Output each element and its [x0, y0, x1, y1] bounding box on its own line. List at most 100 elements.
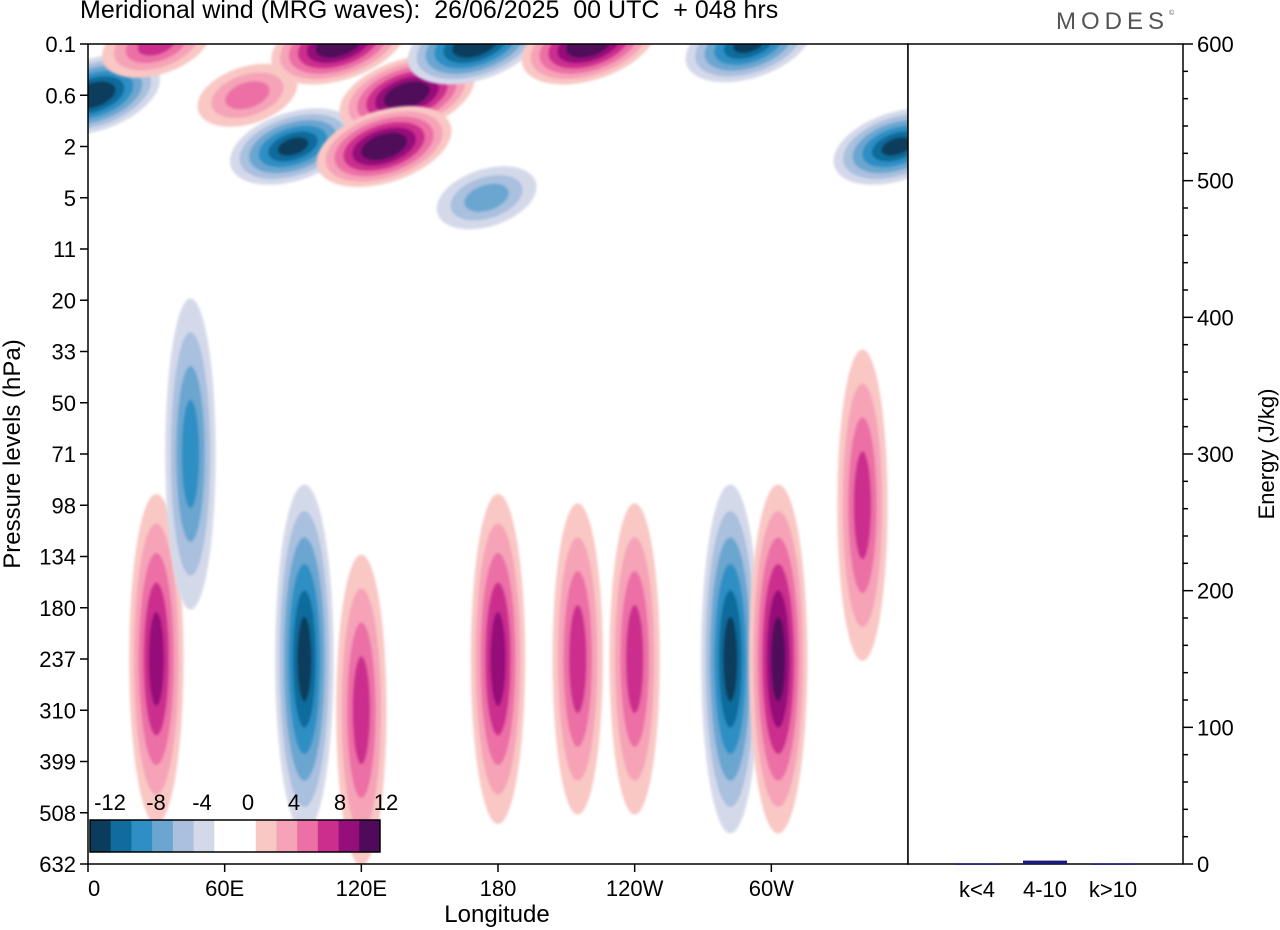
heatmap-contour: [574, 44, 604, 53]
y-tick-label: 134: [39, 545, 76, 570]
heatmap-contour: [625, 604, 644, 714]
energy-bar: [955, 863, 999, 865]
heatmap-feature: [316, 106, 452, 187]
heatmap-feature: [336, 554, 387, 864]
colorbar-label: 4: [288, 790, 300, 815]
y-tick-label: 50: [52, 391, 76, 416]
colorbar-swatch: [152, 820, 174, 852]
energy-category-label: k>10: [1089, 877, 1137, 902]
heatmap-contour: [137, 44, 176, 56]
heatmap-feature: [521, 44, 657, 85]
heatmap-feature: [685, 44, 812, 83]
y-tick-label: 33: [52, 340, 76, 365]
colorbar-swatch: [255, 820, 277, 852]
y-tick-label: 237: [39, 647, 76, 672]
x-axis-label: Longitude: [444, 901, 549, 928]
heatmap-contour: [324, 44, 353, 53]
x-tick-label: 120E: [336, 876, 387, 901]
energy-category-label: k<4: [959, 877, 995, 902]
heatmap-feature: [701, 484, 760, 834]
heatmap-feature: [748, 484, 808, 834]
heatmap-contour: [461, 44, 490, 53]
heatmap-feature: [197, 63, 298, 127]
energy-axis: 0 100 200 300 400 500 600: [1183, 32, 1234, 877]
colorbar-swatch: [172, 820, 195, 852]
heatmap-feature: [129, 493, 184, 825]
y-tick-label: 71: [52, 442, 76, 467]
energy-tick-label: 100: [1197, 715, 1234, 740]
colorbar-swatch: [90, 820, 112, 852]
y-tick-label: 508: [39, 801, 76, 826]
energy-bars: k<4 4-10 k>10: [955, 860, 1137, 902]
heatmap-feature: [552, 503, 603, 815]
heatmap-feature: [470, 493, 526, 825]
energy-panel-frame: [907, 43, 1184, 865]
x-tick-label: 60W: [749, 876, 794, 901]
y-tick-label: 399: [39, 750, 76, 775]
y-tick-label: 632: [39, 852, 76, 877]
colorbar-swatch: [297, 820, 319, 852]
colorbar-label: -12: [94, 790, 126, 815]
x-tick-label: 60E: [205, 876, 244, 901]
energy-tick-label: 600: [1197, 32, 1234, 57]
heatmap-contour: [277, 137, 309, 156]
colorbar: -12 -8 -4 0 4 8 12: [89, 790, 398, 853]
colorbar-swatch: [131, 820, 153, 852]
colorbar-swatch: [193, 820, 215, 852]
heatmap-contour: [88, 86, 107, 104]
heatmap-contour: [723, 616, 738, 702]
colorbar-label: 8: [334, 790, 346, 815]
heatmap-feature: [275, 484, 334, 834]
energy-bar: [1023, 860, 1067, 864]
y-tick-label: 180: [39, 596, 76, 621]
y-tick-label: 20: [52, 288, 76, 313]
colorbar-frame: [89, 819, 381, 853]
heatmap-contour: [490, 611, 506, 707]
x-tick-label: 0: [88, 876, 100, 901]
heatmap-field: [88, 44, 908, 864]
colorbar-swatch: [276, 820, 298, 852]
colorbar-swatch: [110, 820, 132, 852]
energy-tick-label: 200: [1197, 579, 1234, 604]
y-tick-label: 98: [52, 493, 76, 518]
y-tick-label: 5: [64, 186, 76, 211]
colorbar-swatch: [317, 820, 340, 852]
heatmap-contour: [148, 611, 165, 707]
colorbar-label: 12: [374, 790, 398, 815]
colorbar-swatch: [235, 820, 257, 852]
heatmap-contour: [352, 656, 371, 765]
heatmap-contour: [225, 81, 270, 110]
y-tick-label: 310: [39, 698, 76, 723]
y-axis-label: Pressure levels (hPa): [0, 339, 26, 568]
heatmap-contour: [881, 137, 908, 156]
energy-bar: [1091, 863, 1135, 865]
heatmap-contour: [369, 137, 399, 156]
heatmap-contour: [181, 399, 200, 509]
energy-category-label: 4-10: [1023, 877, 1067, 902]
y-tick-label: 0.6: [45, 83, 76, 108]
heatmap-feature: [833, 108, 908, 185]
energy-tick-label: 500: [1197, 169, 1234, 194]
colorbar-label: 0: [242, 790, 254, 815]
heatmap-feature: [165, 298, 216, 610]
energy-tick-label: 400: [1197, 305, 1234, 330]
colorbar-label: -4: [192, 790, 212, 815]
heatmap-contour: [464, 183, 509, 212]
y-tick-label: 2: [64, 135, 76, 160]
heatmap-axes: 0.1 0.6 2 5 11 20 33 50 71 98 134 180 237 310 399 508 63…: [39, 32, 794, 901]
x-tick-label: 120W: [606, 876, 664, 901]
heatmap-contour: [297, 616, 312, 702]
x-tick-label: 180: [480, 876, 517, 901]
heatmap-contour: [853, 451, 872, 560]
colorbar-label: -8: [146, 790, 166, 815]
y-tick-label: 11: [53, 237, 76, 262]
heatmap-contour: [568, 604, 587, 714]
y-tick-label: 0.1: [45, 32, 76, 57]
heatmap-contour: [771, 616, 786, 702]
energy-tick-label: 300: [1197, 442, 1234, 467]
energy-tick-label: 0: [1197, 852, 1209, 877]
heatmap-contour: [392, 86, 422, 104]
logo-text: MODES: [1056, 8, 1170, 35]
colorbar-swatch: [338, 820, 360, 852]
